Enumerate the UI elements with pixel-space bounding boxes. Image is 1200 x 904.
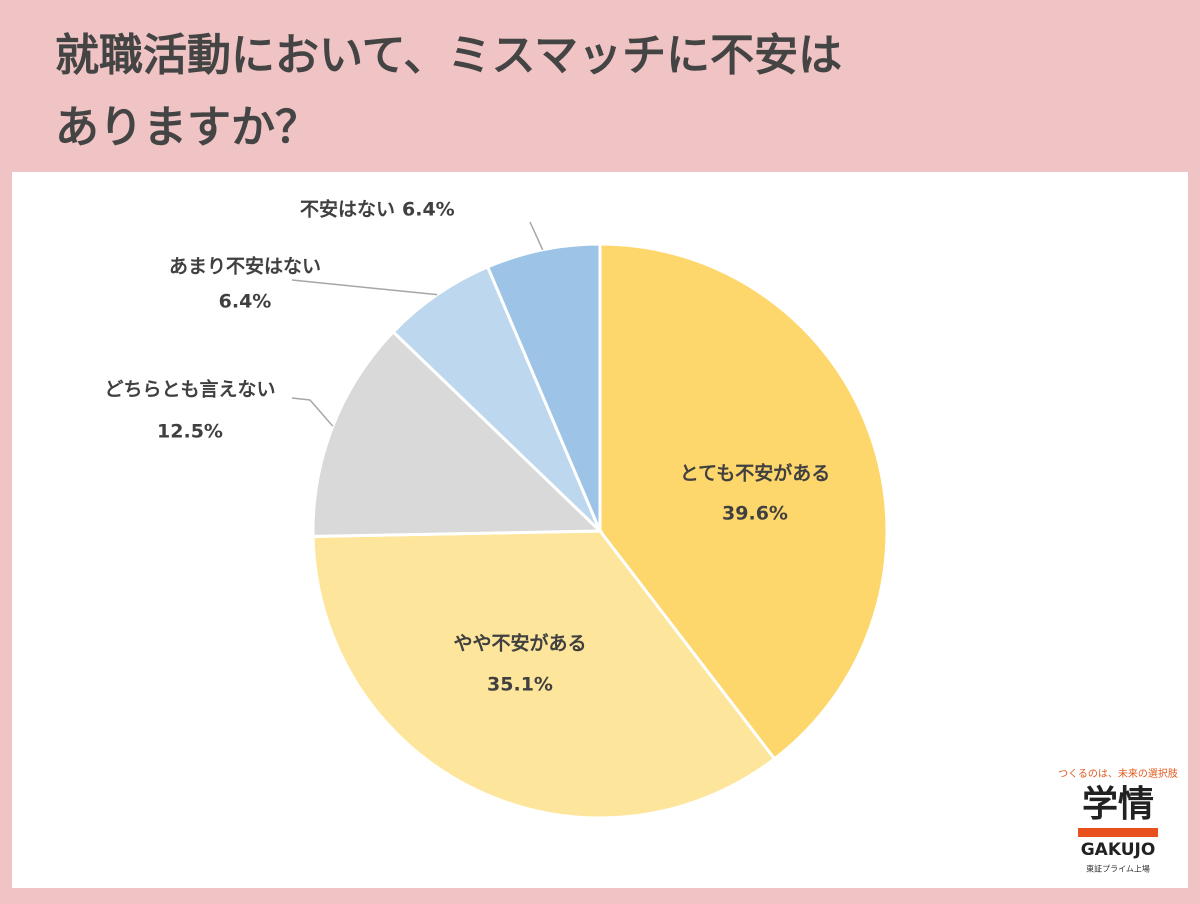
logo-note: 東証プライム上場 [1086, 864, 1150, 874]
logo-tagline: つくるのは、未来の選択肢 [1058, 767, 1178, 780]
value-label: 6.4% [219, 291, 272, 313]
leader-line [291, 279, 438, 296]
category-label: あまり不安はない [169, 255, 321, 278]
value-label: 12.5% [157, 421, 223, 443]
pie-slice [598, 242, 889, 761]
category-label: とても不安がある [680, 462, 830, 485]
leader-line [529, 221, 544, 251]
pie-slice [391, 264, 602, 533]
logo-roman: GAKUJO [1081, 840, 1156, 860]
labels: とても不安がある 39.6% やや不安がある 35.1% どちらとも言えない 12.5% あ… [104, 198, 830, 696]
logo-bar [1078, 828, 1158, 837]
category-label: やや不安がある [453, 632, 586, 655]
pie [311, 242, 889, 820]
leader-line [291, 397, 334, 427]
pie-slice [485, 242, 602, 532]
chart-title: 就職活動において、ミスマッチに不安は [55, 30, 842, 81]
pie-slice [311, 529, 777, 820]
pie-slice [311, 329, 604, 538]
category-label: どちらとも言えない [104, 378, 275, 401]
logo-name: 学情 [1082, 783, 1154, 825]
value-label: 39.6% [722, 503, 788, 525]
value-label: 6.4% [402, 199, 455, 221]
value-label: 35.1% [487, 674, 553, 696]
chart-title: ありますか？ [55, 102, 319, 153]
category-label: 不安はない [300, 198, 395, 221]
